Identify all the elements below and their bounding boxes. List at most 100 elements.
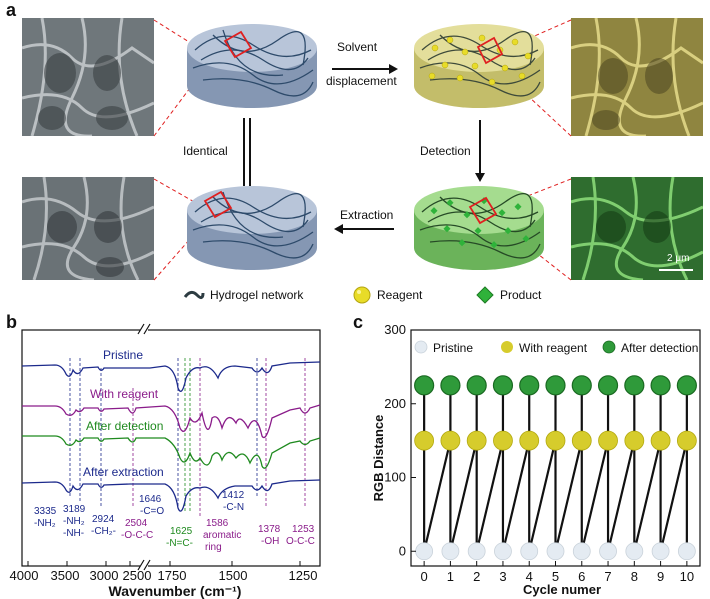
x-tick-3500: 3500 bbox=[51, 568, 80, 583]
peak-1586-group2: ring bbox=[205, 542, 222, 553]
curve-label-detection: After detection bbox=[86, 419, 163, 433]
point-pristine-8 bbox=[625, 542, 644, 561]
panel-c-letter: c bbox=[353, 312, 364, 332]
spectrum-reagent bbox=[22, 404, 321, 439]
label-displacement: displacement bbox=[326, 74, 397, 88]
point-detection-7 bbox=[597, 375, 619, 396]
gel-disc-reagent bbox=[414, 24, 544, 108]
peak-1625-value: 1625 bbox=[170, 526, 193, 537]
ftir-frame bbox=[21, 329, 321, 567]
legend-marker-pristine bbox=[414, 340, 428, 354]
axis-break bbox=[137, 323, 151, 572]
point-pristine-5 bbox=[546, 542, 565, 561]
x-tick-label-1: 1 bbox=[447, 569, 454, 584]
peak-2504-group: -O-C-C bbox=[121, 530, 153, 541]
peak-1625-group: -N=C- bbox=[166, 538, 193, 549]
legend-product-label: Product bbox=[500, 288, 542, 302]
point-detection-5 bbox=[545, 375, 566, 396]
peak-1646-value: 1646 bbox=[139, 494, 162, 505]
label-solvent: Solvent bbox=[337, 40, 378, 54]
x-tick-1250: 1250 bbox=[289, 568, 318, 583]
y-tick-label-300: 300 bbox=[384, 322, 406, 337]
point-detection-6 bbox=[571, 375, 592, 396]
gel-disc-pristine bbox=[187, 24, 317, 108]
chart-legend: Pristine With reagent After detection bbox=[414, 340, 698, 355]
legend-network-label: Hydrogel network bbox=[210, 288, 304, 302]
chart-ylabel: RGB Distance bbox=[371, 415, 386, 502]
point-pristine-4 bbox=[520, 542, 539, 561]
reagent-icon bbox=[353, 286, 371, 304]
curve-label-pristine: Pristine bbox=[103, 348, 143, 362]
label-detection: Detection bbox=[420, 144, 471, 158]
gel-disc-detection bbox=[414, 186, 544, 270]
point-pristine-1 bbox=[441, 542, 460, 561]
y-tick-label-100: 100 bbox=[384, 470, 406, 485]
point-reagent-6 bbox=[571, 430, 592, 451]
point-detection-2 bbox=[466, 375, 487, 396]
peak-1586-value: 1586 bbox=[206, 518, 229, 529]
label-identical: Identical bbox=[183, 144, 228, 158]
peak-2504-value: 2504 bbox=[125, 518, 148, 529]
x-tick-label-9: 9 bbox=[657, 569, 664, 584]
peak-1253-value: 1253 bbox=[292, 524, 315, 535]
legend-label-detection: After detection bbox=[621, 341, 698, 355]
point-pristine-9 bbox=[651, 542, 670, 561]
point-reagent-8 bbox=[624, 430, 645, 451]
point-reagent-4 bbox=[519, 430, 540, 451]
peak-3189-value: 3189 bbox=[63, 504, 86, 515]
peak-3189-group1: -NH₂ bbox=[63, 516, 85, 527]
point-detection-0 bbox=[414, 375, 435, 396]
point-detection-10 bbox=[676, 375, 697, 396]
legend-label-pristine: Pristine bbox=[433, 341, 473, 355]
y-tick-label-0: 0 bbox=[399, 543, 406, 558]
point-reagent-5 bbox=[545, 430, 566, 451]
ftir-spectra: Pristine With reagent After detection Af… bbox=[10, 323, 321, 599]
spectrum-detection bbox=[22, 435, 321, 469]
gel-disc-extraction bbox=[187, 186, 317, 270]
spectrum-pristine bbox=[21, 361, 321, 392]
point-reagent-2 bbox=[466, 430, 487, 451]
peak-1412-group: -C-N bbox=[223, 502, 244, 513]
network-icon bbox=[183, 290, 205, 300]
point-pristine-0 bbox=[415, 542, 434, 561]
curve-label-reagent: With reagent bbox=[90, 387, 159, 401]
x-tick-label-4: 4 bbox=[526, 569, 533, 584]
point-reagent-0 bbox=[414, 430, 435, 451]
point-pristine-2 bbox=[467, 542, 486, 561]
x-tick-1750: 1750 bbox=[158, 568, 187, 583]
chart-xlabel: Cycle numer bbox=[523, 582, 601, 597]
x-tick-3000: 3000 bbox=[90, 568, 119, 583]
point-pristine-6 bbox=[572, 542, 591, 561]
point-pristine-7 bbox=[599, 542, 617, 561]
peak-3189-group2: -NH- bbox=[63, 528, 84, 539]
point-detection-1 bbox=[440, 375, 461, 396]
peak-1412-value: 1412 bbox=[222, 490, 245, 501]
scale-bar-label: 2 μm bbox=[667, 253, 690, 264]
spectrum-extraction bbox=[21, 479, 321, 512]
peak-2924-value: 2924 bbox=[92, 514, 115, 525]
peak-1378-group: -OH bbox=[261, 536, 279, 547]
label-extraction: Extraction bbox=[340, 208, 394, 222]
point-reagent-1 bbox=[440, 430, 461, 451]
sem-image-extraction bbox=[22, 177, 154, 280]
peak-1253-group: O-C-C bbox=[286, 536, 315, 547]
point-detection-9 bbox=[650, 375, 671, 396]
x-tick-label-5: 5 bbox=[552, 569, 559, 584]
point-detection-3 bbox=[492, 375, 514, 396]
peak-3335-value: 3335 bbox=[34, 506, 57, 517]
peak-annotations: 3335 -NH₂ 3189 -NH₂ -NH- 2924 -CH₂- 2504… bbox=[34, 490, 315, 553]
peak-2924-group: -CH₂- bbox=[91, 526, 116, 537]
point-reagent-10 bbox=[676, 430, 697, 451]
peak-1586-group1: aromatic bbox=[203, 530, 241, 541]
point-reagent-7 bbox=[598, 430, 618, 451]
legend-marker-detection bbox=[602, 340, 616, 354]
product-icon bbox=[476, 286, 494, 304]
panel-a-letter: a bbox=[6, 0, 17, 20]
x-tick-label-0: 0 bbox=[421, 569, 428, 584]
ftir-xlabel: Wavenumber (cm⁻¹) bbox=[109, 583, 242, 599]
point-reagent-3 bbox=[493, 430, 513, 451]
y-tick-label-200: 200 bbox=[384, 396, 406, 411]
legend-reagent-label: Reagent bbox=[377, 288, 423, 302]
legend-marker-reagent bbox=[501, 341, 513, 353]
